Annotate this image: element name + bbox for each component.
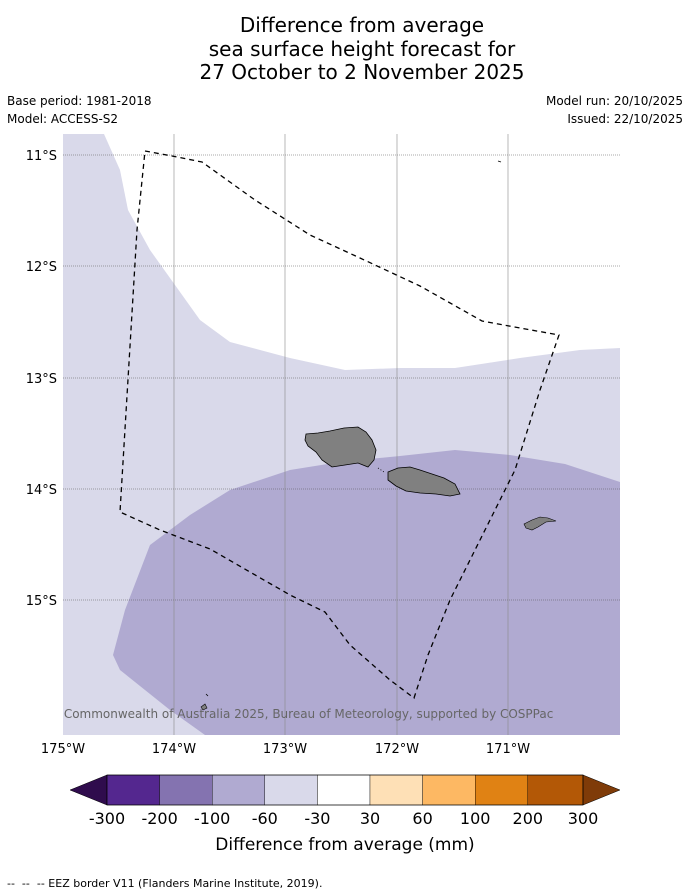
meta-right: Model run: 20/10/2025 Issued: 22/10/2025 bbox=[546, 94, 683, 130]
copyright-notice: © Commonwealth of Australia 2025, Bureau… bbox=[48, 707, 553, 721]
colorbar-tick-8: 100 bbox=[460, 809, 491, 828]
model-run: Model run: 20/10/2025 bbox=[545, 94, 683, 108]
colorbar-outline bbox=[106, 774, 584, 806]
latitude-labels: 11°S 12°S 13°S 14°S 15°S bbox=[26, 149, 57, 609]
model-name: Model: ACCESS-S2 bbox=[7, 112, 119, 126]
colorbar-tick-4: -60 bbox=[252, 809, 278, 828]
lon-label-174w: 174°W bbox=[152, 742, 196, 757]
colorbar-title: Difference from average (mm) bbox=[215, 835, 474, 855]
colorbar-tick-2: -200 bbox=[141, 809, 177, 828]
colorbar-tick-3: -100 bbox=[194, 809, 230, 828]
lat-label-13s: 13°S bbox=[26, 372, 57, 387]
lat-label-12s: 12°S bbox=[26, 260, 57, 275]
meridian-lines bbox=[173, 134, 509, 735]
eez-legend-footer: -- -- -- EEZ border V11 (Flanders Marine… bbox=[7, 877, 323, 890]
colorbar-tick-9: 200 bbox=[513, 809, 544, 828]
colorbar-segment-4 bbox=[264, 774, 318, 806]
issued-date: Issued: 22/10/2025 bbox=[567, 112, 683, 126]
island-south-islet-2 bbox=[205, 693, 209, 697]
anomaly-zone-medium bbox=[113, 450, 620, 735]
colorbar-tick-6: 30 bbox=[360, 809, 380, 828]
title-line-1: Difference from average bbox=[239, 13, 485, 37]
island-small-dots bbox=[377, 467, 385, 473]
lat-label-11s: 11°S bbox=[26, 149, 57, 164]
island-swains bbox=[497, 160, 502, 163]
longitude-labels: 175°W 174°W 173°W 172°W 171°W bbox=[41, 742, 530, 757]
title-line-2: sea surface height forecast for bbox=[208, 36, 516, 61]
map-title: Difference from average sea surface heig… bbox=[0, 13, 690, 85]
eez-border bbox=[119, 150, 560, 700]
colorbar-extend-left bbox=[69, 774, 108, 806]
map-area: © Commonwealth of Australia 2025, Bureau… bbox=[48, 134, 620, 735]
lat-label-14s: 14°S bbox=[26, 483, 57, 498]
colorbar-tick-1: -300 bbox=[89, 809, 125, 828]
colorbar: -300 -200 -100 -60 -30 30 60 100 200 300… bbox=[69, 774, 621, 855]
island-savaii bbox=[304, 426, 377, 468]
island-south-islet bbox=[200, 703, 208, 711]
lon-label-173w: 173°W bbox=[263, 742, 307, 757]
colorbar-segment-5 bbox=[317, 774, 371, 806]
colorbar-segment-7 bbox=[422, 774, 476, 806]
colorbar-segment-8 bbox=[475, 774, 529, 806]
colorbar-segment-9 bbox=[527, 774, 584, 806]
colorbar-segment-2 bbox=[159, 774, 213, 806]
colorbar-extend-right bbox=[582, 774, 621, 806]
colorbar-segment-6 bbox=[369, 774, 423, 806]
lon-label-175w: 175°W bbox=[41, 742, 85, 757]
meta-left: Base period: 1981-2018 Model: ACCESS-S2 bbox=[7, 94, 152, 130]
colorbar-tick-5: -30 bbox=[304, 809, 330, 828]
island-tutuila bbox=[523, 516, 557, 531]
title-line-3: 27 October to 2 November 2025 bbox=[199, 60, 525, 84]
colorbar-tick-7: 60 bbox=[412, 809, 432, 828]
island-upolu bbox=[387, 466, 461, 497]
base-period: Base period: 1981-2018 bbox=[7, 94, 152, 108]
colorbar-segment-1 bbox=[106, 774, 160, 806]
lat-label-15s: 15°S bbox=[26, 594, 57, 609]
colorbar-tick-10: 300 bbox=[568, 809, 599, 828]
lon-label-171w: 171°W bbox=[486, 742, 530, 757]
grid-lines bbox=[63, 154, 620, 601]
lon-label-172w: 172°W bbox=[375, 742, 419, 757]
colorbar-segment-3 bbox=[211, 774, 265, 806]
